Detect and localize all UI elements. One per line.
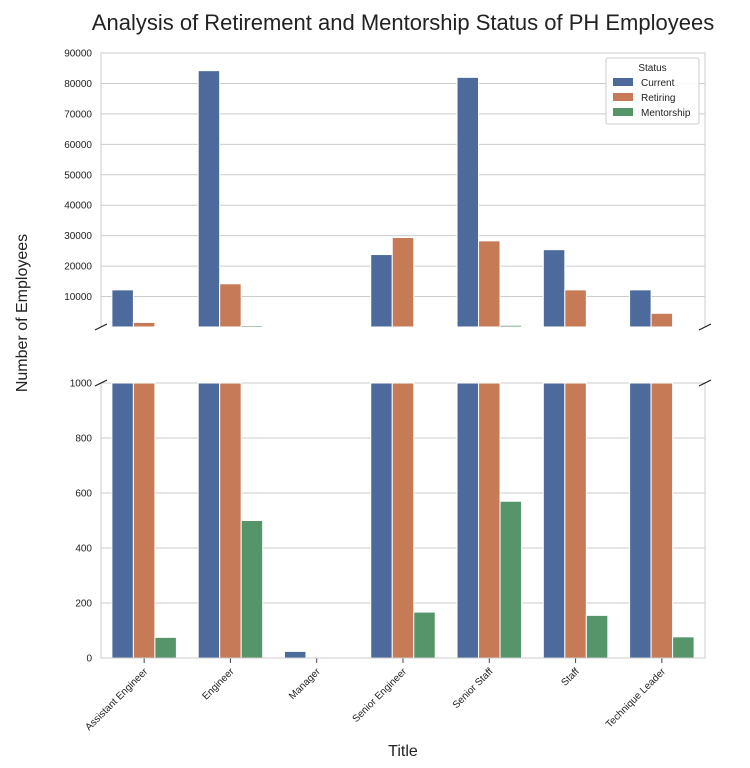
x-tick-label: Senior Staff [451, 666, 496, 711]
bar-retiring [391, 382, 415, 659]
bar-retiring-upper [132, 321, 156, 328]
bar-mentorship-upper [413, 325, 436, 328]
bar-mentorship-upper [499, 324, 523, 328]
bar-current [629, 382, 652, 659]
bar-retiring [478, 382, 501, 659]
y-tick-label: 600 [75, 489, 92, 500]
x-tick-label: Technique Leader [604, 666, 668, 730]
y-tick-label: 20000 [64, 262, 92, 273]
axis-break-mark [94, 323, 108, 331]
bar-mentorship [672, 636, 695, 659]
legend: Status Current Retiring Mentorship [605, 57, 700, 125]
y-tick-label: 90000 [64, 49, 92, 60]
plot-area: 1000020000300004000050000600007000080000… [64, 49, 712, 733]
y-axis-label: Number of Employees [14, 234, 31, 392]
bar-current-upper [197, 70, 221, 328]
bar-retiring-upper [650, 312, 674, 328]
y-tick-label: 70000 [64, 109, 92, 120]
bar-mentorship [154, 636, 177, 659]
bar-retiring-upper [478, 240, 501, 328]
y-tick-label: 400 [75, 544, 92, 555]
bar-retiring-upper [391, 236, 415, 328]
bar-current [456, 382, 480, 659]
bar-current [370, 382, 393, 659]
legend-item-current: Current [641, 78, 675, 89]
bar-current-upper [370, 254, 393, 328]
bar-mentorship-upper [240, 324, 264, 328]
legend-title: Status [638, 63, 666, 74]
y-tick-label: 30000 [64, 231, 92, 242]
bar-mentorship [240, 520, 264, 659]
y-tick-label: 50000 [64, 170, 92, 181]
bar-retiring [650, 382, 674, 659]
x-tick-label: Assistant Engineer [84, 666, 151, 733]
x-tick-label: Senior Engineer [351, 666, 410, 725]
y-tick-label: 60000 [64, 140, 92, 151]
bar-current [283, 650, 307, 659]
bar-retiring-upper [219, 283, 242, 328]
upper-axes-frame [100, 52, 706, 327]
bar-current-upper [111, 289, 134, 328]
y-tick-label: 200 [75, 599, 92, 610]
bar-current-upper [456, 76, 480, 328]
x-tick-label: Manager [287, 666, 323, 702]
legend-item-mentorship: Mentorship [641, 108, 691, 119]
y-tick-label: 0 [86, 654, 92, 665]
bar-mentorship [585, 614, 609, 659]
x-tick-label: Engineer [200, 666, 237, 703]
axis-break-mark [94, 379, 108, 387]
legend-swatch-mentorship [613, 108, 633, 116]
lower-axes-frame [100, 383, 706, 659]
bar-current [111, 382, 134, 659]
y-tick-label: 80000 [64, 79, 92, 90]
axis-break-mark [698, 323, 712, 331]
legend-swatch-retiring [613, 93, 633, 101]
chart-title: Analysis of Retirement and Mentorship St… [92, 10, 714, 35]
y-tick-label: 40000 [64, 201, 92, 212]
bar-retiring [132, 382, 156, 659]
bar-mentorship [499, 500, 523, 659]
bar-current-upper [629, 289, 652, 328]
bar-retiring [219, 382, 242, 659]
bar-mentorship [413, 611, 436, 659]
y-tick-label: 1000 [70, 379, 93, 390]
legend-swatch-current [613, 78, 633, 86]
legend-item-retiring: Retiring [641, 93, 675, 104]
bar-current [542, 382, 566, 659]
x-axis-label: Title [388, 743, 418, 760]
y-tick-label: 800 [75, 434, 92, 445]
x-tick-label: Staff [559, 666, 581, 688]
bar-retiring-upper [564, 289, 587, 328]
bar-retiring [564, 382, 587, 659]
bar-current [197, 382, 221, 659]
bar-current-upper [542, 249, 566, 328]
legend-box [605, 57, 700, 125]
axis-break-mark [698, 379, 712, 387]
y-tick-label: 10000 [64, 292, 92, 303]
